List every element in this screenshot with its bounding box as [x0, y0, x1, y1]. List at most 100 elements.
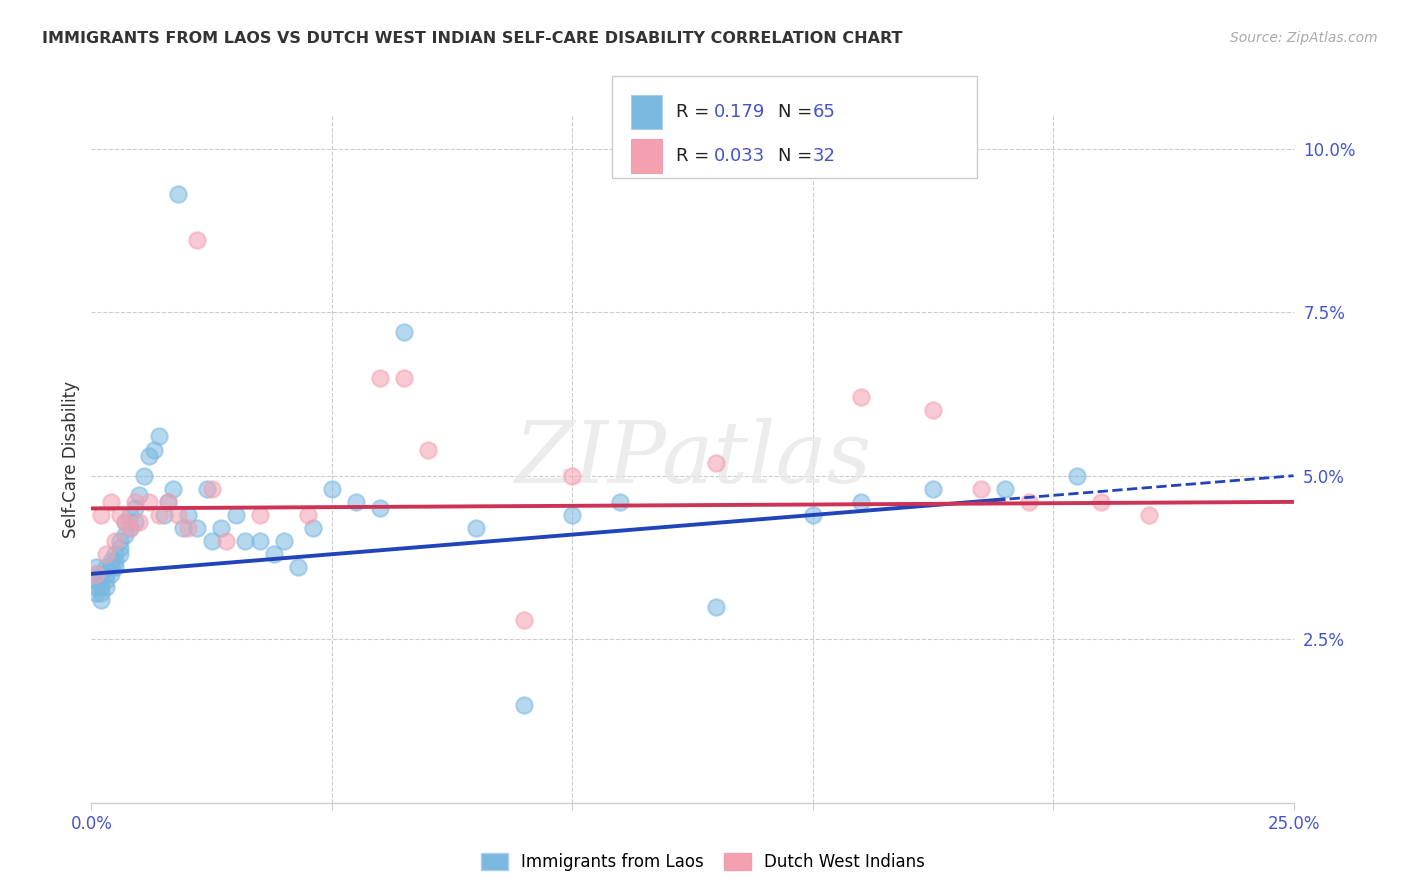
Text: 65: 65 — [813, 103, 835, 121]
Point — [215, 534, 238, 549]
Point — [225, 508, 247, 522]
Point — [392, 325, 415, 339]
Point — [273, 534, 295, 549]
Point — [172, 521, 194, 535]
Text: R =: R = — [676, 146, 716, 164]
Point — [84, 560, 107, 574]
Point — [94, 560, 117, 574]
Point — [90, 580, 112, 594]
Point — [124, 515, 146, 529]
Text: Source: ZipAtlas.com: Source: ZipAtlas.com — [1230, 31, 1378, 45]
Point — [84, 586, 107, 600]
Point — [513, 613, 536, 627]
Point — [263, 547, 285, 561]
Point — [561, 508, 583, 522]
Point — [301, 521, 323, 535]
Point — [90, 586, 112, 600]
Point — [84, 574, 107, 588]
Point — [801, 508, 824, 522]
Point — [104, 554, 127, 568]
Point — [100, 560, 122, 574]
Point — [157, 495, 180, 509]
Y-axis label: Self-Care Disability: Self-Care Disability — [62, 381, 80, 538]
Point — [110, 508, 132, 522]
Point — [201, 482, 224, 496]
Point — [90, 566, 112, 581]
Point — [90, 508, 112, 522]
Text: N =: N = — [778, 103, 817, 121]
Point — [233, 534, 256, 549]
Point — [100, 566, 122, 581]
Text: 0.179: 0.179 — [714, 103, 766, 121]
Point — [1137, 508, 1160, 522]
Point — [176, 521, 198, 535]
Point — [513, 698, 536, 712]
Point — [297, 508, 319, 522]
Point — [104, 547, 127, 561]
Point — [124, 495, 146, 509]
Point — [186, 521, 208, 535]
Point — [100, 495, 122, 509]
Text: ZIPatlas: ZIPatlas — [513, 418, 872, 500]
Point — [110, 547, 132, 561]
Point — [94, 547, 117, 561]
Point — [84, 566, 107, 581]
Point — [84, 580, 107, 594]
Point — [392, 370, 415, 384]
Point — [134, 468, 156, 483]
Point — [465, 521, 488, 535]
Point — [90, 593, 112, 607]
Point — [94, 574, 117, 588]
Point — [368, 501, 391, 516]
Point — [849, 390, 872, 404]
Point — [100, 554, 122, 568]
Point — [970, 482, 993, 496]
Point — [114, 527, 136, 541]
Point — [195, 482, 218, 496]
Point — [114, 515, 136, 529]
Point — [110, 534, 132, 549]
Point — [152, 508, 174, 522]
Point — [118, 521, 141, 535]
Point — [110, 541, 132, 555]
Point — [209, 521, 232, 535]
Point — [609, 495, 631, 509]
Point — [118, 508, 141, 522]
Point — [249, 534, 271, 549]
Point — [118, 521, 141, 535]
Point — [142, 442, 165, 457]
Point — [1090, 495, 1112, 509]
Point — [84, 566, 107, 581]
Point — [104, 560, 127, 574]
Point — [104, 534, 127, 549]
Point — [128, 515, 150, 529]
Point — [1066, 468, 1088, 483]
Point — [706, 456, 728, 470]
Point — [148, 429, 170, 443]
Point — [157, 495, 180, 509]
Point — [138, 449, 160, 463]
Point — [922, 403, 945, 417]
Point — [1018, 495, 1040, 509]
Point — [94, 580, 117, 594]
Point — [128, 488, 150, 502]
Point — [138, 495, 160, 509]
Point — [287, 560, 309, 574]
Point — [249, 508, 271, 522]
Point — [186, 233, 208, 247]
Legend: Immigrants from Laos, Dutch West Indians: Immigrants from Laos, Dutch West Indians — [472, 845, 934, 880]
Point — [849, 495, 872, 509]
Text: N =: N = — [778, 146, 817, 164]
Point — [706, 599, 728, 614]
Point — [994, 482, 1017, 496]
Point — [561, 468, 583, 483]
Text: IMMIGRANTS FROM LAOS VS DUTCH WEST INDIAN SELF-CARE DISABILITY CORRELATION CHART: IMMIGRANTS FROM LAOS VS DUTCH WEST INDIA… — [42, 31, 903, 46]
Point — [90, 574, 112, 588]
Point — [368, 370, 391, 384]
Text: R =: R = — [676, 103, 716, 121]
Point — [344, 495, 367, 509]
Point — [321, 482, 343, 496]
Point — [416, 442, 439, 457]
Point — [201, 534, 224, 549]
Point — [94, 566, 117, 581]
